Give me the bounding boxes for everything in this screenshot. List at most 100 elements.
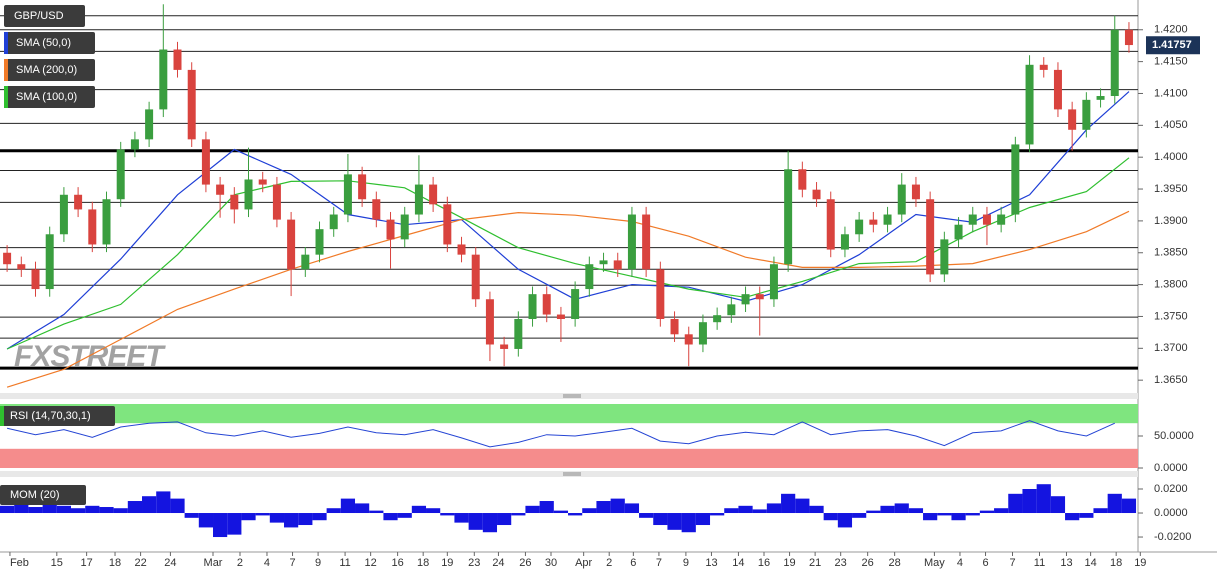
mom-bar	[866, 510, 881, 514]
candle-body	[613, 260, 622, 270]
candle-body	[230, 194, 239, 210]
mom-bar	[1022, 489, 1037, 514]
mom-bar	[468, 513, 483, 530]
candle-body	[1053, 69, 1062, 110]
mom-bar	[1121, 498, 1137, 514]
candle-body	[45, 234, 54, 290]
candle-body	[400, 214, 409, 240]
mom-bar	[85, 505, 100, 514]
mom-bar	[241, 513, 256, 521]
mom-bar	[525, 505, 540, 514]
x-tick-label: 13	[1060, 557, 1072, 569]
mom-bar	[994, 508, 1009, 514]
legend-box	[4, 86, 95, 108]
y-tick-label: 1.4150	[1154, 56, 1188, 68]
mom-bar	[142, 496, 157, 514]
mom-bar	[653, 513, 668, 526]
candle-body	[883, 214, 892, 225]
x-tick-label: Apr	[575, 557, 592, 569]
x-tick-label: 23	[835, 557, 847, 569]
candle-body	[358, 174, 367, 200]
mom-bar	[781, 493, 796, 514]
candle-body	[528, 294, 537, 320]
legend-swatch	[4, 32, 8, 54]
candle-body	[670, 319, 679, 335]
y-tick-label: 50.0000	[1154, 430, 1194, 442]
x-tick-label: Feb	[10, 557, 29, 569]
x-tick-label: 4	[957, 557, 963, 569]
candle-body	[698, 322, 707, 345]
candle-body	[500, 344, 509, 349]
candle-body	[940, 239, 949, 275]
candle-body	[429, 184, 438, 205]
legend-swatch	[4, 59, 8, 81]
mom-bar	[213, 513, 228, 538]
y-tick-label: 1.4050	[1154, 119, 1188, 131]
legend-box	[4, 32, 95, 54]
x-tick-label: 18	[1110, 557, 1122, 569]
mom-bar	[837, 513, 853, 528]
y-tick-label: 1.3900	[1154, 215, 1188, 227]
candle-body	[187, 69, 196, 140]
candle-body	[386, 219, 395, 240]
mom-bar	[923, 513, 938, 521]
x-tick-label: 6	[982, 557, 988, 569]
x-tick-label: 11	[339, 557, 350, 569]
mom-bar	[724, 508, 739, 514]
candle-body	[343, 174, 352, 215]
mom-bar	[937, 513, 952, 516]
candle-body	[926, 199, 935, 275]
y-tick-label: 1.3950	[1154, 183, 1188, 195]
x-tick-label: 24	[492, 557, 504, 569]
candle-body	[784, 169, 793, 265]
panel-splitter[interactable]	[0, 471, 1138, 477]
x-tick-label: 13	[705, 557, 717, 569]
candle-body	[1110, 29, 1119, 97]
mom-bar	[667, 513, 682, 530]
x-tick-label: 19	[441, 557, 453, 569]
mom-bar	[383, 513, 398, 521]
x-tick-label: 26	[862, 557, 874, 569]
mom-bar	[710, 513, 725, 516]
mom-bar	[1093, 508, 1108, 514]
candle-body	[315, 229, 324, 255]
y-tick-label: -0.0200	[1154, 531, 1191, 543]
candle-body	[443, 204, 452, 245]
mom-bar	[539, 501, 554, 514]
legend-label: SMA (200,0)	[16, 64, 77, 76]
x-tick-label: 26	[519, 557, 531, 569]
mom-bar	[71, 508, 86, 514]
x-tick-label: 11	[1034, 557, 1045, 569]
candle-body	[3, 252, 12, 265]
candle-body	[642, 214, 651, 270]
mom-bar	[695, 513, 711, 526]
candle-body	[1025, 64, 1034, 145]
panel-splitter[interactable]	[0, 393, 1138, 399]
candle-body	[571, 289, 580, 320]
candle-body	[769, 264, 778, 300]
mom-bar	[454, 513, 469, 523]
x-tick-label: 21	[809, 557, 821, 569]
legend-box	[4, 59, 95, 81]
x-tick-label: Mar	[204, 557, 223, 569]
candle-body	[1039, 64, 1048, 70]
sma-line	[6, 210, 1130, 388]
candle-body	[599, 260, 608, 265]
candle-body	[471, 254, 480, 300]
x-tick-label: 7	[1009, 557, 1015, 569]
mom-bar	[198, 513, 214, 528]
mom-bar	[227, 513, 242, 535]
candle-body	[855, 219, 864, 235]
mom-bar	[624, 503, 640, 514]
candle-body	[372, 199, 381, 220]
mom-bar	[1079, 513, 1094, 518]
candle-body	[1082, 99, 1091, 130]
legend-swatch	[4, 86, 8, 108]
y-tick-label: 1.4000	[1154, 151, 1188, 163]
candle-body	[1011, 144, 1020, 215]
mom-bar	[497, 513, 512, 526]
mom-bar	[681, 513, 696, 533]
y-tick-label: 1.4100	[1154, 87, 1188, 99]
candle-body	[542, 294, 551, 315]
